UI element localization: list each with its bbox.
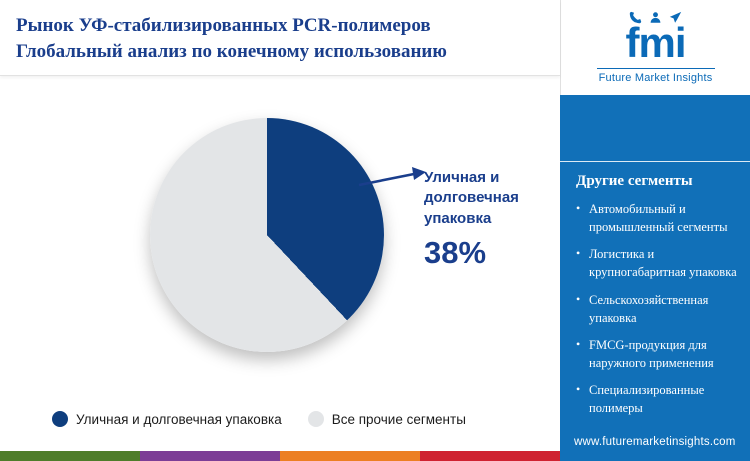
list-item: FMCG-продукция для наружного применения: [576, 336, 740, 372]
stripe-red: [420, 451, 560, 461]
pie-chart: [150, 118, 384, 352]
legend-swatch-blue-icon: [52, 411, 68, 427]
sidebar: fmi Future Market Insights Другие сегмен…: [560, 0, 750, 461]
list-item: Сельскохозяйственная упаковка: [576, 291, 740, 327]
stripe-purple: [140, 451, 280, 461]
legend-label: Все прочие сегменты: [331, 411, 466, 427]
legend-item: Уличная и долговечная упаковка: [52, 411, 282, 427]
stripe-green: [0, 451, 140, 461]
sidebar-heading: Другие сегменты: [576, 173, 693, 189]
pie-callout: Уличная и долговечная упаковка 38%: [424, 168, 552, 271]
footer-color-stripe: [0, 451, 560, 461]
title-line-1: Рынок УФ-стабилизированных PCR-полимеров: [16, 15, 431, 36]
logo-divider: [596, 68, 715, 69]
stripe-orange: [280, 451, 420, 461]
list-item: Логистика и крупногабаритная упаковка: [576, 245, 740, 281]
callout-value: 38%: [424, 234, 487, 270]
legend: Уличная и долговечная упаковка Все прочи…: [52, 411, 466, 427]
callout-arrow-icon: [358, 167, 426, 187]
sidebar-heading-wrap: Другие сегменты: [560, 161, 750, 196]
legend-item: Все прочие сегменты: [307, 411, 466, 427]
legend-swatch-gray-icon: [307, 411, 324, 427]
sidebar-spacer: [560, 95, 750, 161]
paper-plane-icon: [669, 11, 682, 23]
list-item: Специализированные полимеры: [576, 381, 740, 417]
callout-label: Уличная и долговечная упаковка: [424, 169, 519, 227]
fmi-logo: fmi Future Market Insights: [560, 0, 750, 95]
list-item: Автомобильный и промышленный сегменты: [576, 200, 740, 236]
phone-icon: [629, 11, 642, 24]
title-line-2: Глобальный анализ по конечному использов…: [16, 41, 447, 63]
person-icon: [650, 12, 661, 23]
page-title: Рынок УФ-стабилизированных PCR-полимеров…: [0, 0, 560, 77]
logo-icons: [629, 11, 682, 24]
main-panel: Рынок УФ-стабилизированных PCR-полимеров…: [0, 0, 560, 461]
legend-label: Уличная и долговечная упаковка: [76, 411, 282, 427]
website-url[interactable]: www.futuremarketinsights.com: [574, 436, 736, 448]
logo-text: fmi: [625, 19, 687, 66]
sidebar-segments-list: Автомобильный и промышленный сегменты Ло…: [560, 196, 750, 426]
logo-subtext: Future Market Insights: [598, 72, 713, 84]
sidebar-body: Другие сегменты Автомобильный и промышле…: [560, 95, 750, 461]
